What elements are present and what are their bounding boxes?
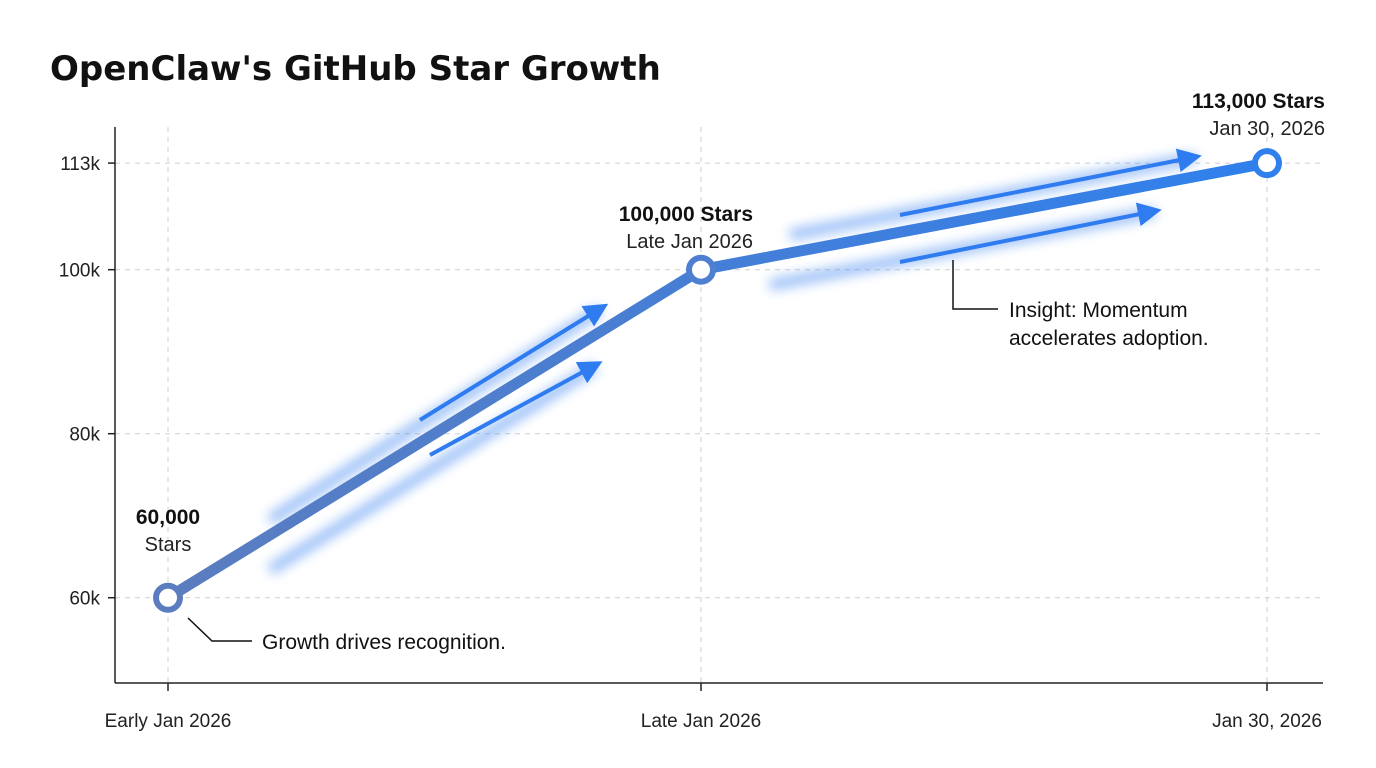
x-tick-label: Late Jan 2026 [641, 711, 761, 732]
y-tick-label: 80k [69, 425, 100, 446]
annotation-text: Growth drives recognition. [262, 631, 506, 654]
momentum-arrows [267, 148, 1202, 575]
arrow-icon [899, 148, 1202, 217]
point-label-caption: Jan 30, 2026 [1209, 118, 1325, 140]
arrow-icon [429, 361, 603, 457]
point-label-caption: Late Jan 2026 [626, 231, 753, 253]
y-tick-label: 113k [60, 154, 100, 175]
x-tick-label: Early Jan 2026 [105, 711, 232, 732]
y-tick-label: 100k [59, 261, 101, 282]
chart-title: OpenClaw's GitHub Star Growth [50, 49, 661, 89]
arrow-icon [418, 303, 609, 422]
point-label-value: 113,000 Stars [1192, 90, 1325, 113]
x-tick-label: Jan 30, 2026 [1212, 711, 1322, 732]
annotation-text: accelerates adoption. [1009, 327, 1209, 350]
point-label-caption: Stars [145, 534, 192, 556]
point-label-value: 60,000 [136, 506, 200, 529]
y-tick-label: 60k [69, 589, 100, 610]
annotations: 60,000 Stars 100,000 Stars Late Jan 2026… [136, 90, 1325, 654]
annotation-leader [952, 260, 998, 310]
data-point [686, 254, 716, 285]
annotation-leader [187, 617, 252, 642]
annotation-text: Insight: Momentum [1009, 299, 1188, 322]
data-point [153, 582, 183, 613]
arrow-icon [899, 202, 1162, 264]
data-point [1252, 148, 1282, 179]
point-label-value: 100,000 Stars [619, 203, 753, 226]
